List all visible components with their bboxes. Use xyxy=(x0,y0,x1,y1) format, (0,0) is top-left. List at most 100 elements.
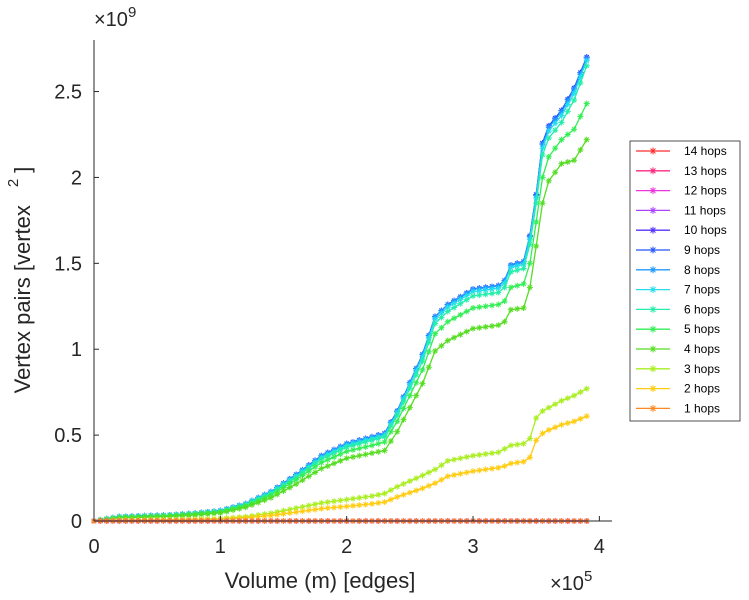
data-point xyxy=(425,339,432,346)
data-point xyxy=(552,401,559,408)
data-point xyxy=(211,510,218,517)
data-point xyxy=(419,472,426,479)
data-point xyxy=(425,348,432,355)
data-point xyxy=(507,460,514,467)
data-point xyxy=(337,497,344,504)
data-point xyxy=(558,136,565,143)
data-point xyxy=(583,136,590,143)
legend-item: 11 hops xyxy=(636,203,726,217)
data-point xyxy=(539,408,546,415)
data-point xyxy=(375,440,382,447)
plot-area: 0 1 2 3 4 0 0.5 1 1.5 2 2.5 xyxy=(54,40,612,558)
data-point xyxy=(324,499,331,506)
data-point xyxy=(451,315,458,322)
data-point xyxy=(482,291,489,298)
data-point xyxy=(470,292,477,299)
data-point xyxy=(375,448,382,455)
data-point xyxy=(514,267,521,274)
data-point xyxy=(324,463,331,470)
data-point xyxy=(545,426,552,433)
data-point xyxy=(248,501,255,508)
data-point xyxy=(444,304,451,311)
data-point xyxy=(368,450,375,457)
data-point xyxy=(476,451,483,458)
data-point xyxy=(539,174,546,181)
data-point xyxy=(280,510,287,517)
data-point xyxy=(507,268,514,275)
data-point xyxy=(495,449,502,456)
data-point xyxy=(482,303,489,310)
data-point xyxy=(413,475,420,482)
data-point xyxy=(463,469,470,476)
data-point xyxy=(387,496,394,503)
data-point xyxy=(337,447,344,454)
data-point xyxy=(356,452,363,459)
data-point xyxy=(444,308,451,315)
data-point xyxy=(419,485,426,492)
data-point xyxy=(476,292,483,299)
data-point xyxy=(514,305,521,312)
data-point xyxy=(583,385,590,392)
data-point xyxy=(419,358,426,365)
data-point xyxy=(425,364,432,371)
data-point xyxy=(539,430,546,437)
data-point xyxy=(394,412,401,419)
data-point xyxy=(324,456,331,463)
data-point xyxy=(381,438,388,445)
data-point xyxy=(255,499,262,506)
data-point xyxy=(375,435,382,442)
data-point xyxy=(223,508,230,515)
data-point xyxy=(571,392,578,399)
data-point xyxy=(520,265,527,272)
legend-label: 8 hops xyxy=(684,263,720,277)
data-point xyxy=(564,420,571,427)
legend-marker xyxy=(649,325,657,333)
legend-label: 5 hops xyxy=(684,322,720,336)
data-point xyxy=(343,448,350,455)
data-point xyxy=(495,285,502,292)
data-point xyxy=(488,450,495,457)
data-point xyxy=(343,455,350,462)
legend-marker xyxy=(649,206,657,214)
data-point xyxy=(482,451,489,458)
legend-item: 4 hops xyxy=(636,342,720,356)
legend-item: 12 hops xyxy=(636,184,727,198)
x-tick-label: 0 xyxy=(88,536,99,558)
data-point xyxy=(488,286,495,293)
data-point xyxy=(413,392,420,399)
data-point xyxy=(577,389,584,396)
data-point xyxy=(583,413,590,420)
data-point xyxy=(274,491,281,498)
data-point xyxy=(552,169,559,176)
data-point xyxy=(236,505,243,512)
legend-item: 2 hops xyxy=(636,382,720,396)
data-point xyxy=(375,491,382,498)
data-point xyxy=(381,490,388,497)
legend-label: 3 hops xyxy=(684,362,720,376)
data-point xyxy=(406,392,413,399)
data-point xyxy=(558,397,565,404)
data-point xyxy=(514,282,521,289)
data-point xyxy=(501,298,508,305)
data-point xyxy=(312,469,319,476)
data-point xyxy=(552,127,559,134)
series-layer xyxy=(91,54,590,524)
data-point xyxy=(438,342,445,349)
data-point xyxy=(438,324,445,331)
y-tick-label: 0 xyxy=(71,511,82,533)
data-point xyxy=(558,160,565,167)
data-point xyxy=(577,79,584,86)
x-multiplier-label: ×105 xyxy=(550,568,592,595)
y-ticks: 0 0.5 1 1.5 2 2.5 xyxy=(54,82,99,533)
data-point xyxy=(451,456,458,463)
data-point xyxy=(564,395,571,402)
data-point xyxy=(343,503,350,510)
data-point xyxy=(583,100,590,107)
data-point xyxy=(539,152,546,159)
x-tick-label: 1 xyxy=(215,536,226,558)
x-tick-label: 2 xyxy=(341,536,352,558)
data-point xyxy=(533,219,540,226)
legend-item: 8 hops xyxy=(636,263,720,277)
data-point xyxy=(571,157,578,164)
data-point xyxy=(495,301,502,308)
